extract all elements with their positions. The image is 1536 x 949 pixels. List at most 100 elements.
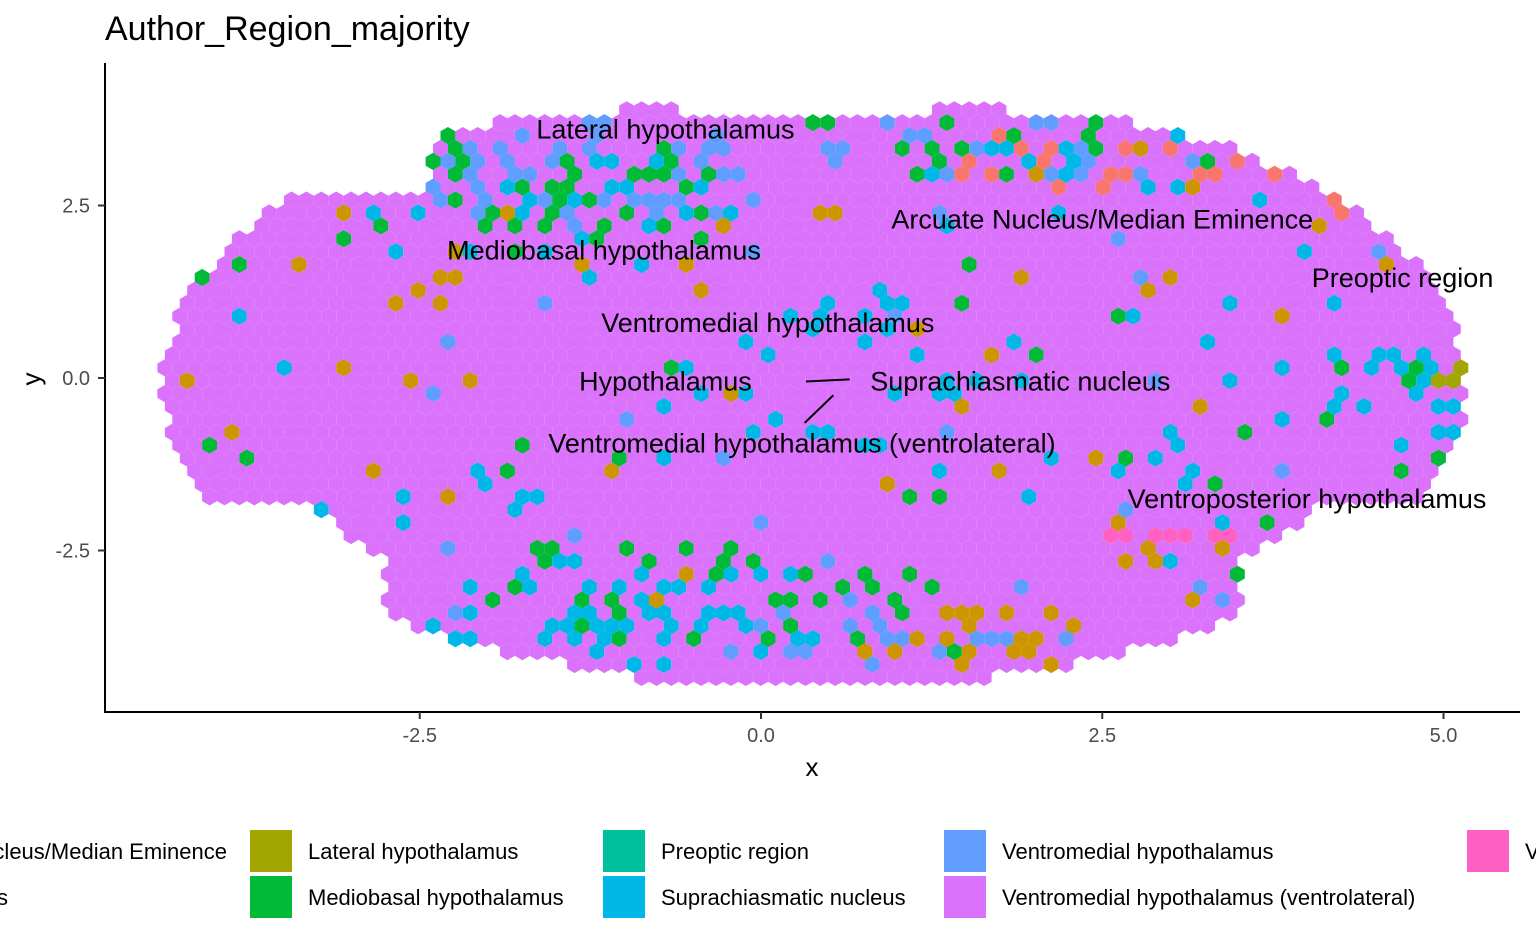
hex-bin (544, 230, 560, 248)
hex-bin (1334, 436, 1350, 454)
hex-bin (1043, 397, 1059, 416)
hex-bin (1103, 423, 1119, 441)
hex-bin (1021, 410, 1037, 428)
hex-bin (768, 668, 784, 686)
hex-bin (194, 320, 210, 338)
hex-bin (656, 604, 672, 622)
hex-bin (1192, 449, 1208, 467)
hex-bin (805, 139, 821, 158)
hex-bin (649, 385, 664, 403)
hex-bin (231, 307, 247, 325)
hex-bin (1162, 217, 1178, 235)
hex-bin (984, 217, 1000, 235)
hex-bin (1364, 256, 1379, 274)
hex-bin (1066, 617, 1081, 635)
hex-bin (358, 372, 374, 390)
hex-bin (1267, 165, 1283, 183)
hex-bin (358, 475, 374, 493)
hex-bin (582, 475, 597, 493)
hex-bin (1297, 320, 1312, 338)
hex-bin (492, 501, 508, 519)
hex-bin (1319, 333, 1335, 351)
hex-bin (842, 514, 858, 532)
hex-bin (1416, 423, 1431, 441)
hex-bin (1155, 307, 1171, 325)
hex-bin (388, 397, 404, 416)
hex-bin (1297, 449, 1312, 467)
hex-bin (1326, 346, 1342, 364)
hex-bin (343, 372, 359, 390)
hex-bin (492, 372, 508, 390)
hex-bin (1222, 501, 1238, 519)
hex-bin (1073, 165, 1089, 183)
hex-bin (552, 552, 568, 570)
hex-bin (634, 152, 649, 170)
hex-bin (1051, 617, 1067, 635)
hex-bin (410, 256, 426, 274)
hex-bin (954, 191, 970, 209)
hex-bin (701, 346, 716, 364)
hex-bin (492, 630, 508, 648)
hex-bin (976, 385, 992, 403)
hex-bin (537, 243, 553, 261)
hex-bin (1289, 204, 1305, 222)
cluster-label: Lateral hypothalamus (536, 115, 794, 145)
hex-bin (790, 655, 806, 674)
hex-bin (544, 307, 560, 325)
hex-bin (567, 346, 582, 364)
hex-bin (492, 243, 508, 261)
hex-bin (470, 385, 486, 403)
hex-bin (619, 410, 635, 428)
hex-bin (693, 204, 709, 222)
hex-bin (991, 565, 1007, 583)
hex-bin (939, 604, 955, 622)
hex-bin (1297, 243, 1312, 261)
hex-bin (932, 514, 947, 532)
hex-bin (805, 268, 821, 287)
hex-bin (440, 591, 456, 609)
hex-bin (1133, 372, 1148, 390)
hex-bin (1006, 488, 1022, 506)
hex-bin (321, 333, 337, 351)
hex-bin (783, 127, 798, 145)
hex-bin (380, 307, 396, 325)
hex-bin (1341, 449, 1357, 467)
hex-bin (917, 281, 932, 299)
hex-bin (269, 320, 285, 338)
hex-bin (500, 436, 515, 454)
hex-bin (559, 565, 575, 583)
legend-swatch (944, 876, 986, 918)
hex-bin (716, 243, 731, 261)
hex-bin (589, 230, 605, 248)
hex-bin (589, 436, 605, 454)
hex-bin (261, 385, 277, 403)
hex-bin (917, 539, 932, 557)
hex-bin (939, 552, 955, 570)
hex-bin (1095, 333, 1111, 351)
hex-bin (1036, 230, 1052, 248)
hex-bin (775, 191, 791, 209)
hex-bin (239, 243, 255, 261)
hex-bin (879, 191, 895, 209)
hex-bin (820, 604, 836, 622)
hex-bin (924, 346, 940, 364)
hex-bin (455, 359, 471, 377)
hex-bin (999, 604, 1014, 622)
hex-bin (1192, 578, 1208, 596)
hex-bin (946, 462, 962, 480)
hex-bin (596, 165, 612, 183)
hex-bin (976, 539, 992, 557)
hex-bin (1364, 488, 1379, 506)
hex-bin (865, 268, 880, 287)
hex-bin (284, 449, 299, 467)
hex-bin (589, 539, 605, 557)
hex-bin (611, 475, 627, 493)
hex-bin (358, 346, 374, 364)
hex-bin (1162, 475, 1178, 493)
hex-bin (649, 307, 664, 325)
hex-bin (1349, 385, 1364, 403)
hex-bin (537, 320, 553, 338)
hex-bin (812, 668, 828, 686)
hex-bin (1334, 204, 1350, 222)
hex-bin (939, 114, 955, 132)
